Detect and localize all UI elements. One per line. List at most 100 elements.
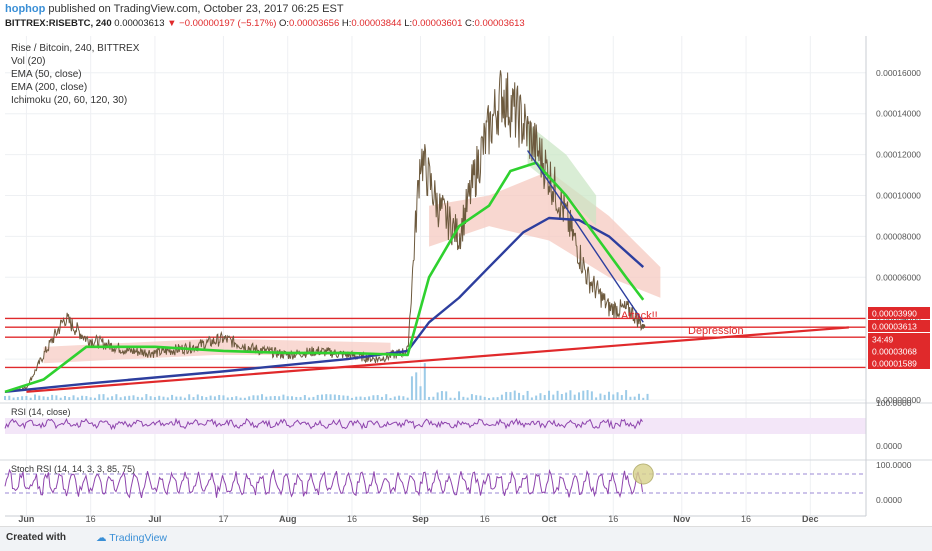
publish-header: hophop published on TradingView.com, Oct…	[5, 3, 344, 15]
rsi-band	[5, 418, 866, 434]
volume-bar	[171, 394, 174, 400]
tradingview-cloud-icon: ☁	[96, 532, 107, 544]
x-tick-label: Nov	[673, 514, 690, 524]
volume-bar	[209, 395, 212, 400]
x-tick-label: Aug	[279, 514, 297, 524]
volume-bar	[333, 394, 336, 400]
volume-bar	[350, 397, 353, 400]
legend-ichimoku: Ichimoku (20, 60, 120, 30)	[11, 95, 128, 106]
volume-bar	[299, 397, 302, 400]
volume-bar	[265, 396, 268, 400]
volume-bar	[76, 397, 79, 400]
volume-bar	[162, 396, 165, 400]
volume-bar	[453, 397, 456, 400]
volume-bar	[12, 397, 15, 400]
price-tag-bg	[868, 320, 930, 332]
high-value: 0.00003844	[351, 18, 402, 29]
price-chart[interactable]: 0.00016000 0.00014000 0.00012000 0.00010000…	[0, 0, 932, 526]
volume-bar	[59, 397, 62, 400]
volume-bar	[303, 395, 306, 400]
tradingview-brand[interactable]: ☁ TradingView	[96, 532, 167, 544]
price-tag-label: 34:49	[872, 335, 894, 345]
volume-bar	[106, 397, 109, 400]
volume-bar	[243, 397, 246, 400]
close-label: C:	[465, 18, 475, 29]
symbol-label: BITTREX:RISEBTC, 240	[5, 18, 112, 29]
price-tag-label: 0.00003068	[872, 347, 917, 357]
volume-bar	[72, 395, 75, 400]
volume-bar	[273, 396, 276, 400]
y-tick-label: 0.00006000	[876, 272, 921, 282]
volume-bar	[603, 394, 606, 400]
volume-bar	[222, 395, 225, 400]
close-value: 0.00003613	[474, 18, 525, 29]
volume-bar	[385, 394, 388, 400]
volume-bar	[205, 397, 208, 400]
volume-bar	[63, 396, 66, 400]
volume-bar	[496, 397, 499, 400]
volume-bar	[123, 396, 126, 400]
pane-tick-label: 0.0000	[876, 495, 902, 505]
stoch-label: Stoch RSI (14, 14, 3, 3, 85, 75)	[11, 464, 135, 474]
volume-bar	[218, 394, 221, 400]
volume-bar	[380, 396, 383, 400]
stoch-highlight	[632, 463, 654, 485]
x-tick-label: 16	[608, 514, 618, 524]
cloud-bear-sep	[429, 170, 661, 298]
volume-bar	[419, 386, 422, 400]
price-tag-label: 0.00001589	[872, 359, 917, 369]
open-value: 0.00003656	[289, 18, 340, 29]
x-tick-label: 17	[218, 514, 228, 524]
x-tick-label: 16	[86, 514, 96, 524]
author-link[interactable]: hophop	[5, 3, 46, 15]
volume-bar	[231, 397, 234, 400]
price-tag-bg	[868, 345, 930, 357]
price-tag-bg	[868, 357, 930, 369]
down-arrow-icon: ▼	[167, 18, 177, 29]
volume-bar	[475, 395, 478, 400]
price-line	[4, 70, 644, 393]
volume-bar	[46, 396, 49, 400]
volume-bar	[196, 394, 199, 400]
volume-bar	[282, 394, 285, 400]
price-tag-label: 0.00003990	[872, 309, 917, 319]
x-tick-label: 16	[480, 514, 490, 524]
y-tick-label: 0.00016000	[876, 68, 921, 78]
volume-bar	[359, 396, 362, 400]
volume-bar	[620, 395, 623, 400]
volume-bar	[111, 396, 114, 400]
x-tick-label: 16	[347, 514, 357, 524]
axes: 0.00016000 0.00014000 0.00012000 0.00010000…	[5, 36, 921, 524]
volume-bar	[607, 391, 610, 400]
x-tick-label: 16	[741, 514, 751, 524]
price-tag-bg	[868, 307, 930, 319]
volume-bar	[599, 393, 602, 400]
rsi-label: RSI (14, close)	[11, 407, 71, 417]
volume-bar	[286, 396, 289, 400]
volume-bar	[410, 376, 413, 400]
volume-bar	[179, 396, 182, 400]
legend-ema200: EMA (200, close)	[11, 82, 88, 93]
volume-bar	[38, 395, 41, 400]
volume-bar	[509, 392, 512, 400]
volume-bar	[393, 396, 396, 400]
volume-bar	[530, 397, 533, 400]
volume-bar	[21, 396, 24, 400]
volume-bar	[132, 395, 135, 400]
volume-bar	[423, 363, 426, 400]
volume-bar	[355, 396, 358, 400]
price-tag-label: 0.00003613	[872, 322, 917, 332]
volume-bar	[248, 396, 251, 400]
volume-bar	[98, 394, 101, 400]
volume-bar	[252, 395, 255, 400]
volume-bar	[119, 397, 122, 400]
volume-bar	[85, 396, 88, 400]
y-tick-label: 0.00014000	[876, 109, 921, 119]
ema50-line	[4, 161, 645, 394]
volume-bar	[269, 396, 272, 400]
volume-bar	[633, 396, 636, 400]
volume-bar	[102, 394, 105, 400]
volume-bar	[33, 394, 36, 400]
y-tick-label: 0.00000000	[876, 395, 921, 405]
volume-bar	[213, 396, 216, 400]
